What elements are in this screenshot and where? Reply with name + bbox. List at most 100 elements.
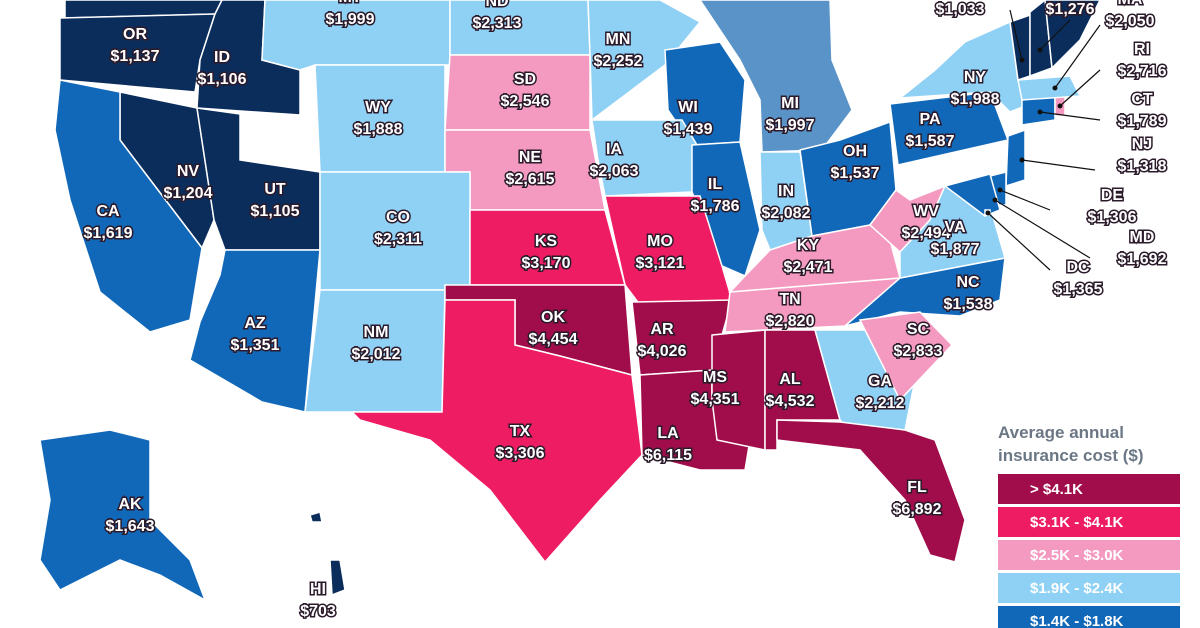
- state-abbr: NY: [964, 69, 987, 86]
- state-cost: $703: [300, 603, 336, 620]
- state-cost: $2,471: [784, 259, 833, 276]
- state-cost: $2,820: [766, 313, 815, 330]
- state-abbr: MN: [606, 31, 631, 48]
- state-shape: [1005, 128, 1026, 188]
- state-abbr: RI: [1134, 41, 1150, 58]
- state-abbr: NC: [956, 274, 980, 291]
- state-abbr: FL: [907, 479, 927, 496]
- state-cost: $4,351: [691, 391, 740, 408]
- state-abbr: WY: [365, 99, 391, 116]
- state-abbr: IN: [778, 183, 794, 200]
- state-cost: $1,999: [326, 11, 375, 28]
- state-abbr: LA: [657, 425, 679, 442]
- state-cost: $1,137: [111, 48, 160, 65]
- state-abbr: KY: [797, 237, 820, 254]
- state-cost: $1,033: [936, 1, 985, 18]
- state-abbr: HI: [310, 581, 326, 598]
- state-shape: [309, 511, 323, 523]
- callout-dot: [997, 187, 1003, 193]
- state-cost: $1,538: [944, 296, 993, 313]
- callout-dot: [1052, 85, 1058, 91]
- state-abbr: ND: [485, 0, 508, 10]
- callout-line: [1059, 69, 1101, 107]
- state-abbr: AZ: [244, 315, 266, 332]
- callout-dot: [992, 197, 998, 203]
- state-cost: $2,615: [506, 171, 555, 188]
- legend-label: $1.4K - $1.8K: [1030, 613, 1124, 628]
- state-shape: [59, 13, 217, 93]
- state-abbr: TX: [510, 423, 531, 440]
- state-shape: [54, 79, 203, 333]
- state-cost: $1,306: [1088, 209, 1137, 226]
- legend-title: insurance cost ($): [998, 446, 1144, 465]
- legend-label: > $4.1K: [1030, 481, 1083, 498]
- state-cost: $1,537: [831, 165, 880, 182]
- state-cost: $4,026: [638, 343, 687, 360]
- state-cost: $4,532: [766, 393, 815, 410]
- callout-line: [1054, 24, 1101, 89]
- state-abbr: NJ: [1132, 136, 1152, 153]
- state-cost: $1,692: [1118, 251, 1167, 268]
- legend-swatch: [998, 540, 1180, 570]
- state-abbr: VA: [944, 219, 965, 236]
- state-cost: $1,105: [251, 203, 300, 220]
- state-cost: $3,306: [496, 445, 545, 462]
- state-abbr: PA: [919, 111, 940, 128]
- state-abbr: OH: [843, 143, 867, 160]
- state-abbr: MS: [703, 369, 727, 386]
- state-abbr: SC: [907, 321, 930, 338]
- state-abbr: IL: [708, 176, 722, 193]
- state-cost: $2,833: [894, 343, 943, 360]
- state-cost: $1,786: [691, 198, 740, 215]
- callout-dot: [985, 210, 991, 216]
- callout-dot: [1037, 109, 1043, 115]
- state-cost: $1,106: [198, 71, 247, 88]
- state-abbr: NE: [519, 149, 542, 166]
- state-cost: $2,716: [1118, 63, 1167, 80]
- state-abbr: MI: [781, 95, 799, 112]
- state-cost: $2,546: [501, 93, 550, 110]
- state-cost: $2,212: [856, 395, 905, 412]
- state-shape: [39, 429, 207, 602]
- state-shape: [1044, 0, 1101, 70]
- state-cost: $3,121: [636, 255, 685, 272]
- callout-dot: [1019, 157, 1025, 163]
- state-abbr: ID: [214, 49, 230, 66]
- state-shape: [858, 311, 954, 402]
- state-cost: $6,115: [644, 447, 692, 464]
- callout-dot: [1057, 103, 1063, 109]
- state-abbr: MA: [1118, 0, 1143, 8]
- state-cost: $1,365: [1054, 281, 1103, 298]
- state-abbr: DC: [1066, 259, 1090, 276]
- state-abbr: MO: [647, 233, 673, 250]
- state-abbr: AL: [779, 371, 801, 388]
- state-cost: $2,012: [352, 346, 401, 363]
- state-abbr: SD: [514, 71, 536, 88]
- state-abbr: DE: [1101, 187, 1124, 204]
- state-cost: $1,988: [951, 91, 1000, 108]
- state-cost: $1,351: [231, 337, 280, 354]
- state-shape: [776, 419, 966, 563]
- legend-title: Average annual: [998, 423, 1124, 442]
- state-abbr: WV: [913, 203, 939, 220]
- state-shape: [196, 107, 321, 251]
- state-cost: $2,082: [762, 205, 811, 222]
- state-shape: [350, 299, 643, 564]
- state-abbr: CA: [96, 203, 120, 220]
- state-cost: $1,789: [1118, 113, 1167, 130]
- state-abbr: CO: [386, 209, 410, 226]
- state-cost: $2,063: [590, 163, 639, 180]
- state-cost: $2,313: [473, 15, 522, 32]
- state-abbr: MT: [338, 0, 361, 6]
- legend-label: $1.9K - $2.4K: [1030, 580, 1124, 597]
- state-shape: [314, 64, 446, 173]
- state-cost: $6,892: [893, 501, 942, 518]
- state-abbr: CT: [1131, 91, 1153, 108]
- state-abbr: GA: [868, 373, 892, 390]
- state-shape: [1017, 75, 1082, 101]
- callout-line: [1009, 9, 1023, 61]
- legend-label: $2.5K - $3.0K: [1030, 547, 1124, 564]
- state-abbr: IA: [606, 141, 622, 158]
- legend-label: $3.1K - $4.1K: [1030, 514, 1124, 531]
- state-abbr: KS: [535, 233, 558, 250]
